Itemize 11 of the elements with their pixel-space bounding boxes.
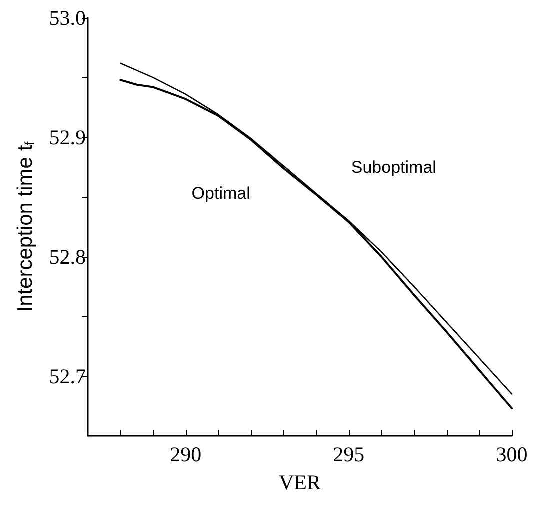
- x-axis-title: VER: [279, 470, 321, 494]
- y-tick-label: 53.0: [49, 6, 86, 30]
- y-tick-label: 52.8: [49, 244, 86, 269]
- y-tick-label: 52.9: [49, 125, 86, 150]
- x-tick-label: 300: [496, 442, 528, 466]
- x-tick-label: 290: [170, 442, 202, 466]
- y-tick-label: 52.7: [49, 364, 86, 388]
- series-label: Optimal: [192, 184, 250, 203]
- y-axis-title: Interception time tf: [14, 141, 37, 312]
- x-tick-label: 295: [333, 442, 365, 466]
- text: Suboptimal: [351, 158, 436, 178]
